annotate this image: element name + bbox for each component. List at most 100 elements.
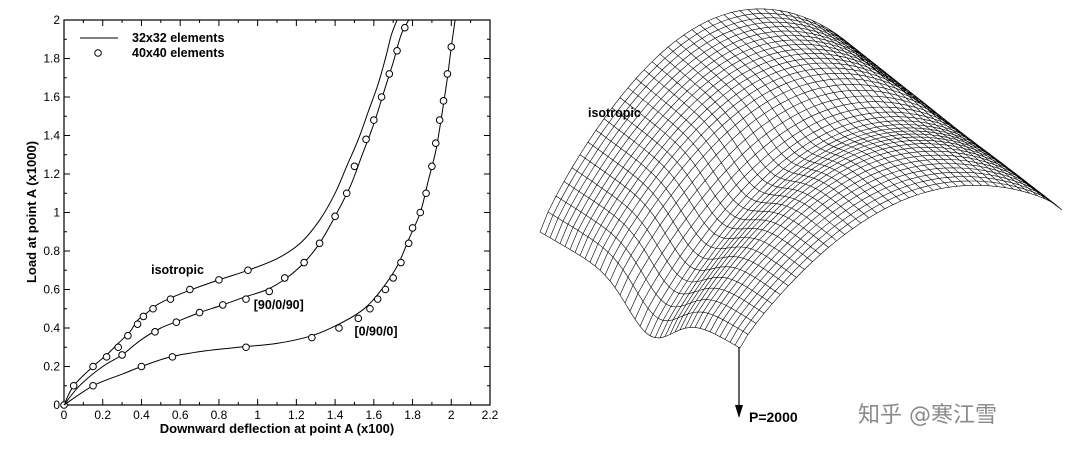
- data-point-marker: [373, 295, 382, 303]
- legend-label-circle: 40x40 elements: [132, 46, 224, 60]
- data-point-marker: [443, 70, 452, 78]
- data-point-marker: [218, 301, 227, 309]
- y-tick-label: 0.2: [43, 360, 60, 374]
- load-arrow: [735, 347, 743, 418]
- y-tick-label: 1.8: [43, 52, 60, 66]
- data-point-marker: [404, 239, 413, 248]
- mesh-wireframe: [539, 8, 1063, 349]
- x-axis-ticks: 0 0.2 0.4 0.6 0.8 1 1.2 1.4 1.6 1.8 2 2.2: [61, 20, 499, 422]
- x-tick-label: 1: [254, 408, 261, 422]
- series-line-90-0-90: [63, 19, 410, 406]
- data-point-marker: [447, 43, 456, 51]
- data-point-marker: [168, 353, 177, 361]
- x-tick-label: 1.6: [365, 408, 382, 422]
- data-point-marker: [401, 23, 409, 32]
- data-point-marker: [350, 162, 359, 171]
- x-tick-label: 2: [448, 408, 455, 422]
- data-point-marker: [362, 135, 370, 144]
- x-tick-label: 0.8: [211, 408, 228, 422]
- data-point-marker: [439, 97, 448, 105]
- data-point-marker: [300, 258, 308, 267]
- data-point-marker: [422, 189, 430, 198]
- data-point-marker: [244, 266, 252, 275]
- data-point-marker: [280, 274, 289, 282]
- x-tick-label: 0.2: [94, 408, 111, 422]
- data-point-marker: [89, 362, 97, 371]
- data-point-marker: [69, 381, 78, 390]
- data-point-marker: [428, 162, 436, 171]
- data-point-marker: [435, 116, 444, 124]
- data-point-marker: [133, 320, 142, 328]
- data-point-marker: [381, 285, 390, 294]
- data-point-marker: [393, 47, 401, 55]
- data-point-marker: [172, 318, 181, 327]
- curve-annotations: isotropic [90/0/90] [0/90/0]: [151, 263, 397, 339]
- series-line-0-90-0: [63, 19, 456, 406]
- x-tick-label: 2.2: [482, 408, 499, 422]
- data-point-marker: [335, 324, 343, 332]
- x-axis-label: Downward deflection at point A (x100): [160, 421, 395, 436]
- legend-circle-sample: [94, 49, 102, 57]
- y-axis-ticks: 0 0.2 0.4 0.6 0.8 1 1.2 1.4 1.6 1.8 2: [43, 13, 490, 412]
- data-point-marker: [102, 353, 111, 361]
- data-point-marker: [354, 314, 363, 323]
- x-tick-label: 0: [61, 408, 68, 422]
- series-layer: [60, 19, 456, 409]
- curve-annotation: [90/0/90]: [254, 298, 304, 312]
- y-tick-label: 1: [53, 206, 60, 220]
- curve-annotation: [0/90/0]: [354, 325, 397, 339]
- x-tick-label: 0.6: [172, 408, 189, 422]
- data-point-marker: [385, 70, 394, 78]
- y-tick-label: 0.8: [43, 244, 60, 258]
- data-point-marker: [139, 312, 148, 321]
- data-point-marker: [242, 343, 250, 352]
- data-point-marker: [151, 328, 159, 336]
- data-point-marker: [315, 239, 324, 248]
- data-point-marker: [186, 285, 194, 294]
- load-deflection-chart: 0 0.2 0.4 0.6 0.8 1 1.2 1.4 1.6 1.8 2 2.2 0 0.2 0.4 0.…: [24, 13, 499, 436]
- data-point-marker: [397, 258, 405, 267]
- data-point-marker: [308, 333, 316, 342]
- data-point-marker: [331, 212, 339, 221]
- data-point-marker: [342, 189, 351, 198]
- data-point-marker: [195, 308, 204, 317]
- data-point-marker: [431, 139, 440, 147]
- data-point-marker: [118, 351, 126, 359]
- data-point-marker: [377, 93, 386, 101]
- y-tick-label: 1.6: [43, 90, 60, 104]
- data-point-marker: [149, 304, 157, 313]
- y-axis-label: Load at point A (x1000): [24, 141, 39, 283]
- data-point-marker: [89, 381, 97, 390]
- data-point-marker: [416, 208, 425, 217]
- data-point-marker: [389, 274, 397, 282]
- y-tick-label: 2: [53, 13, 60, 27]
- legend: 32x32 elements 40x40 elements: [80, 31, 224, 60]
- data-point-marker: [265, 287, 274, 296]
- plot-frame: [63, 19, 491, 406]
- legend-label-line: 32x32 elements: [132, 31, 224, 45]
- y-tick-label: 0.4: [43, 321, 60, 335]
- data-point-marker: [124, 331, 132, 340]
- y-tick-label: 1.2: [43, 167, 60, 181]
- data-point-marker: [242, 295, 250, 303]
- x-tick-label: 0.4: [133, 408, 150, 422]
- curve-annotation: isotropic: [151, 263, 204, 277]
- surface-label: isotropic: [588, 106, 641, 120]
- y-tick-label: 0.6: [43, 283, 60, 297]
- load-label: P=2000: [749, 409, 798, 425]
- x-tick-label: 1.2: [288, 408, 305, 422]
- y-tick-label: 0: [53, 398, 60, 412]
- y-tick-label: 1.4: [43, 129, 60, 143]
- data-point-marker: [370, 116, 378, 124]
- data-point-marker: [408, 224, 417, 232]
- data-point-marker: [114, 343, 123, 352]
- x-tick-label: 1.8: [404, 408, 421, 422]
- data-point-marker: [166, 295, 175, 303]
- series-line-isotropic: [63, 19, 398, 406]
- data-point-marker: [215, 276, 223, 284]
- x-tick-label: 1.4: [327, 408, 344, 422]
- deformed-mesh-surface: [539, 8, 1063, 349]
- data-point-marker: [366, 304, 374, 313]
- watermark: 知乎 @寒江雪: [858, 403, 997, 428]
